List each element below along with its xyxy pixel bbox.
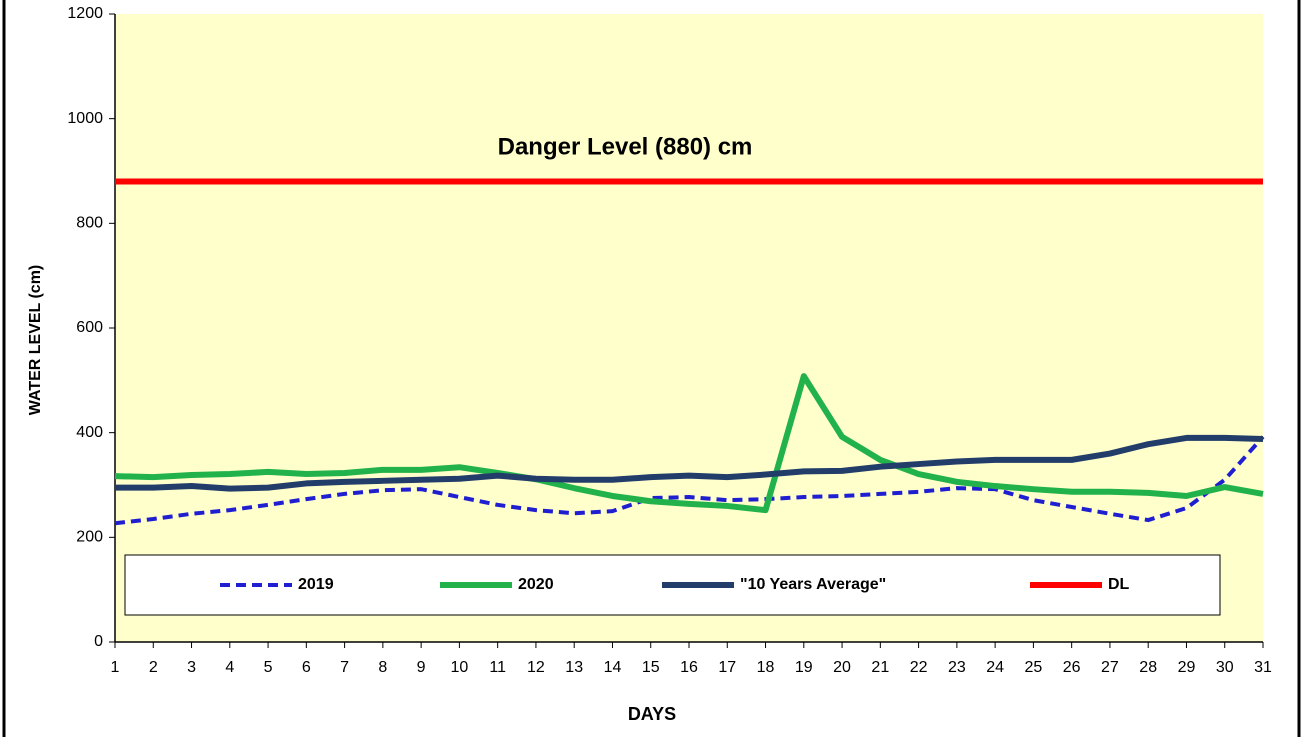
series-line [114,373,1264,514]
y-tick-label: 1200 [67,5,103,22]
x-tick-label: 30 [1216,659,1234,676]
x-tick-label: 15 [642,659,660,676]
x-tick-label: 11 [489,659,506,676]
x-tick-label: 7 [340,659,349,676]
y-tick-label: 800 [76,215,103,232]
x-tick-label: 23 [948,659,966,676]
x-tick-label: 31 [1254,659,1272,676]
y-tick-label: 200 [76,529,103,546]
series-line [114,435,1265,526]
y-tick-label: 0 [94,633,103,650]
legend-label: "10 Years Average" [740,576,886,593]
annotation: Danger Level (880) cm [498,133,753,160]
x-tick-label: 29 [1178,659,1196,676]
x-axis-label: DAYS [628,704,676,724]
x-tick-label: 5 [264,659,273,676]
x-tick-label: 25 [1025,659,1043,676]
x-tick-label: 12 [527,659,545,676]
x-tick-label: 22 [910,659,928,676]
y-axis-label: WATER LEVEL (cm) [27,265,44,416]
x-tick-label: 13 [565,659,583,676]
x-tick-label: 6 [302,659,311,676]
x-tick-label: 4 [225,659,234,676]
x-tick-label: 9 [417,659,426,676]
plot-area [115,14,1263,642]
x-tick-label: 10 [451,659,469,676]
x-tick-label: 24 [986,659,1004,676]
x-tick-label: 1 [111,659,120,676]
x-tick-label: 27 [1101,659,1119,676]
legend-label: 2019 [298,576,334,593]
x-tick-label: 2 [149,659,158,676]
x-tick-label: 28 [1139,659,1157,676]
series-line [115,434,1264,492]
x-tick-label: 3 [187,659,196,676]
x-tick-label: 8 [378,659,387,676]
x-tick-label: 20 [833,659,851,676]
x-tick-label: 14 [604,659,622,676]
legend-label: 2020 [518,576,554,593]
y-tick-label: 1000 [67,110,103,127]
y-tick-label: 400 [76,424,103,441]
x-tick-label: 21 [871,659,889,676]
x-tick-label: 19 [795,659,813,676]
x-tick-label: 26 [1063,659,1081,676]
x-tick-label: 16 [680,659,698,676]
y-tick-label: 600 [76,319,103,336]
x-tick-label: 18 [757,659,775,676]
x-tick-label: 17 [718,659,736,676]
legend-label: DL [1108,576,1130,593]
